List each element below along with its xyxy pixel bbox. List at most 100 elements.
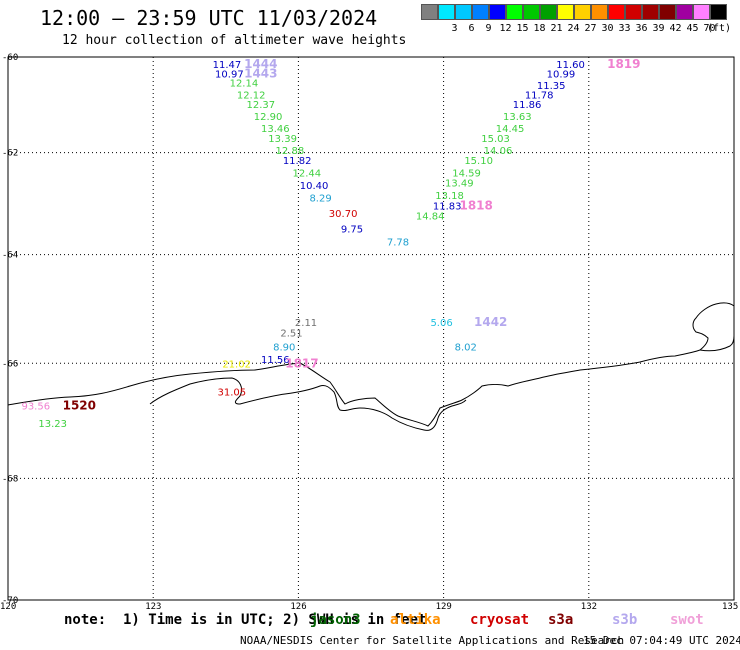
footer-note: note: 1) Time is in UTC; 2) SWH is in fe… — [64, 612, 427, 628]
wave-height-value: 10.40 — [300, 181, 329, 192]
scale-label: 21 — [550, 23, 563, 34]
wave-height-value: 13.39 — [268, 134, 297, 145]
plot-frame — [7, 56, 735, 601]
wave-height-value: 12.37 — [247, 100, 276, 111]
lon-label: 123 — [145, 602, 161, 610]
wave-height-value: 2.11 — [295, 318, 317, 329]
pass-id-label: 1817 — [285, 356, 318, 370]
pass-id-label: 1520 — [63, 399, 96, 413]
scale-label: 27 — [584, 23, 597, 34]
scale-label: 30 — [601, 23, 614, 34]
wave-height-value: 5.06 — [430, 318, 452, 329]
credit-line: NOAA/NESDIS Center for Satellite Applica… — [240, 634, 625, 647]
wave-height-value: 11.86 — [513, 100, 542, 111]
scale-swatch — [489, 4, 506, 20]
wave-height-value: 12.44 — [293, 168, 322, 179]
scale-swatch — [506, 4, 523, 20]
wave-height-value: 15.03 — [481, 134, 510, 145]
wave-height-value: 13.63 — [503, 112, 532, 123]
wave-height-value: 11.47 — [213, 60, 242, 71]
wave-height-value: 13.18 — [435, 191, 464, 202]
scale-label: 33 — [618, 23, 631, 34]
scale-swatch — [574, 4, 591, 20]
wave-height-value: 10.97 — [215, 69, 244, 80]
lat-label: -62 — [2, 149, 18, 159]
wave-height-value: 8.02 — [455, 343, 477, 354]
wave-height-value: 11.60 — [556, 60, 585, 71]
pass-id-label: 1818 — [459, 198, 492, 212]
pass-id-label: 1443 — [244, 66, 277, 80]
lat-label: -66 — [2, 359, 18, 369]
wave-height-value: 93.56 — [21, 402, 50, 413]
wave-height-value: 15.10 — [464, 156, 493, 167]
wave-height-value: 7.78 — [387, 238, 409, 249]
lon-label: 126 — [290, 602, 306, 610]
scale-label: 18 — [533, 23, 546, 34]
subtitle: 12 hour collection of altimeter wave hei… — [62, 33, 407, 48]
wave-height-value: 12.12 — [237, 90, 266, 101]
scale-label: 39 — [652, 23, 665, 34]
satellite-altika: altika — [390, 612, 441, 628]
coastline-ice-shelf — [149, 377, 467, 431]
scale-swatch — [710, 4, 727, 20]
scale-swatch — [557, 4, 574, 20]
scale-swatch — [523, 4, 540, 20]
wave-height-value: 11.78 — [525, 90, 554, 101]
scale-swatch — [421, 4, 438, 20]
scale-swatch — [540, 4, 557, 20]
wave-height-value: 14.59 — [452, 168, 481, 179]
wave-height-value: 2.51 — [280, 329, 302, 340]
coastline — [7, 302, 735, 427]
wave-height-value: 12.14 — [230, 79, 259, 90]
wave-height-value: 10.99 — [547, 69, 576, 80]
wave-height-value: 12.90 — [254, 112, 283, 123]
pass-id-label: 1819 — [607, 57, 640, 71]
lat-label: -64 — [2, 251, 18, 261]
wave-height-value: 9.75 — [341, 225, 363, 236]
satellite-s3b: s3b — [612, 612, 638, 628]
title: 12:00 – 23:59 UTC 11/03/2024 — [40, 6, 378, 30]
lat-label: -68 — [2, 474, 18, 484]
wave-height-value: 14.84 — [416, 212, 445, 223]
wave-height-value: 11.83 — [433, 201, 462, 212]
wave-height-value: 11.56 — [261, 355, 290, 366]
wave-height-value: 8.90 — [273, 343, 295, 354]
lon-label: 132 — [581, 602, 597, 610]
scale-swatch — [455, 4, 472, 20]
coastline-right-bay — [699, 335, 735, 352]
lon-label: 120 — [0, 602, 16, 610]
scale-swatch — [591, 4, 608, 20]
wave-height-value: 11.82 — [283, 156, 312, 167]
scale-swatch — [659, 4, 676, 20]
scale-swatch — [642, 4, 659, 20]
satellite-jason3: jason3 — [310, 612, 361, 628]
wave-height-value: 14.45 — [496, 124, 525, 135]
scale-label: 42 — [669, 23, 682, 34]
scale-unit: (ft) — [706, 23, 732, 34]
lon-label: 129 — [436, 602, 452, 610]
scale-label: 24 — [567, 23, 580, 34]
satellite-s3a: s3a — [548, 612, 574, 628]
satellite-cryosat: cryosat — [470, 612, 530, 628]
wave-height-value: 12.88 — [276, 146, 305, 157]
lon-label: 135 — [722, 602, 738, 610]
scale-label: 9 — [485, 23, 492, 34]
scale-swatch — [693, 4, 710, 20]
scale-label: 45 — [686, 23, 699, 34]
wave-height-value: 13.46 — [261, 124, 290, 135]
lat-label: -60 — [2, 53, 18, 63]
wave-height-value: 8.29 — [309, 194, 331, 205]
graticule — [8, 57, 734, 600]
wave-height-value: 30.70 — [329, 209, 358, 220]
scale-label: 6 — [468, 23, 475, 34]
satellite-swot: swot — [670, 612, 704, 628]
wave-height-value: 11.35 — [537, 81, 566, 92]
wave-height-value: 13.49 — [445, 179, 474, 190]
lat-label: -70 — [2, 596, 18, 606]
wave-height-value: 13.23 — [38, 419, 67, 430]
scale-swatch — [608, 4, 625, 20]
wave-height-value: 31.05 — [217, 387, 246, 398]
